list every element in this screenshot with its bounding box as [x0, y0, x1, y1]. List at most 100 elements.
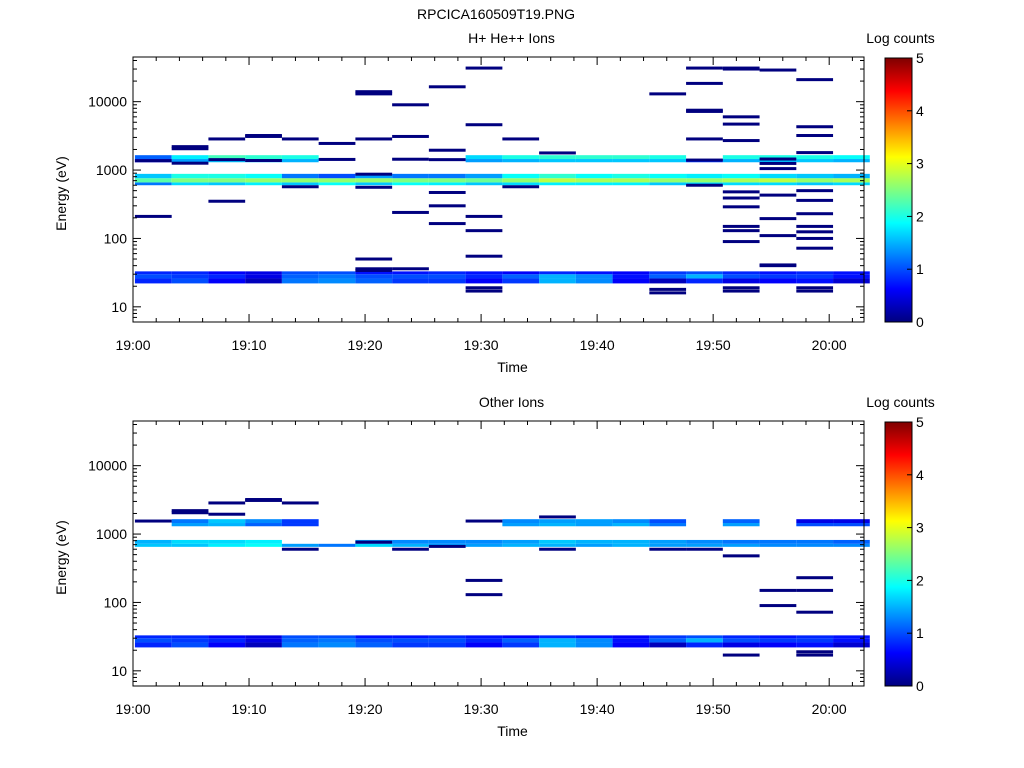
heatmap-cell [134, 155, 172, 160]
heatmap-cell [759, 543, 797, 547]
sparse-count-bin [392, 267, 429, 271]
sparse-count-bin [796, 588, 834, 592]
sparse-count-bin [428, 85, 466, 89]
sparse-count-bin [539, 547, 576, 551]
x-axis-label: Time [497, 359, 528, 375]
sparse-count-bin [171, 509, 209, 513]
colorbar-tick-label: 0 [916, 678, 924, 694]
sparse-count-bin [465, 229, 503, 233]
heatmap-cell [171, 642, 209, 648]
sparse-count-bin [722, 190, 760, 194]
heatmap-cell [134, 178, 172, 183]
heatmap-cell [171, 155, 209, 160]
sparse-count-bin [392, 103, 429, 107]
heatmap-cell [428, 173, 466, 179]
heatmap-cell [759, 178, 797, 183]
sparse-count-bin [465, 123, 503, 127]
heatmap-cell [392, 274, 429, 279]
heatmap-cell [171, 543, 209, 547]
heatmap-cells [134, 498, 870, 657]
heatmap-cell [502, 638, 540, 643]
heatmap-cell [722, 182, 760, 186]
heatmap-cell [796, 638, 834, 643]
heatmap-cell [649, 159, 687, 163]
heatmap-cell [833, 543, 870, 547]
heatmap-cell [208, 539, 246, 544]
sparse-count-bin [281, 137, 319, 141]
sparse-count-bin [428, 204, 466, 208]
heatmap-cell [759, 278, 797, 284]
plot-frame [132, 56, 865, 323]
heatmap-cell [245, 173, 282, 179]
sparse-count-bin [318, 157, 356, 161]
heatmap-cell [281, 155, 319, 160]
sparse-count-bin [245, 158, 282, 162]
x-tick-label: 19:20 [348, 701, 383, 717]
heatmap-cell [796, 182, 834, 186]
colorbar-tick-label: 2 [916, 208, 924, 224]
heatmap-cell [281, 159, 319, 163]
heatmap-cell [392, 278, 429, 284]
sparse-count-bin [722, 554, 760, 558]
heatmap-cell [428, 642, 466, 648]
heatmap-cell [649, 523, 687, 527]
sparse-count-bin [355, 92, 393, 96]
y-axis [133, 59, 864, 323]
heatmap-cell [833, 278, 870, 284]
heatmap-cell [833, 642, 870, 648]
x-axis [132, 57, 853, 322]
heatmap-cell [208, 178, 246, 183]
heatmap-cell [796, 543, 834, 547]
heatmap-cell [428, 182, 466, 186]
heatmap-cell [575, 642, 613, 648]
sparse-count-bin [502, 137, 540, 141]
colorbar-tick-label: 0 [916, 314, 924, 330]
sparse-count-bin [796, 189, 834, 193]
heatmap-cell [465, 278, 503, 284]
heatmap-cell [465, 173, 503, 179]
sparse-count-bin [428, 190, 466, 194]
heatmap-cell [759, 274, 797, 279]
heatmap-cell [465, 539, 503, 544]
heatmap-cell [465, 274, 503, 279]
heatmap-cell [722, 271, 760, 275]
sparse-count-bin [759, 68, 797, 72]
heatmap-cell [796, 523, 834, 527]
heatmap-cell [833, 519, 870, 524]
sparse-count-bin [355, 540, 393, 544]
sparse-count-bin [686, 137, 723, 141]
heatmap-cell [245, 523, 282, 527]
heatmap-cell [134, 271, 172, 275]
heatmap-cell [281, 635, 319, 639]
heatmap-cell [686, 178, 723, 183]
heatmap-cell [465, 635, 503, 639]
sparse-count-bin [649, 287, 687, 291]
heatmap-cell [649, 543, 687, 547]
x-tick-label: 19:50 [696, 701, 731, 717]
sparse-count-bin [686, 158, 723, 162]
heatmap-cell [502, 519, 540, 524]
colorbar-tick-label: 5 [916, 414, 924, 430]
heatmap-cell [612, 638, 650, 643]
x-tick-label: 19:00 [115, 337, 150, 353]
heatmap-cell [575, 271, 613, 275]
heatmap-cell [759, 635, 797, 639]
sparse-count-bin [759, 588, 797, 592]
heatmap-cell [281, 278, 319, 284]
heatmap-cell [649, 173, 687, 179]
heatmap-cell [245, 543, 282, 547]
sparse-count-bin [686, 183, 723, 187]
heatmap-cell [318, 543, 356, 547]
y-tick-label: 100 [104, 230, 128, 246]
sparse-count-bin [208, 158, 246, 162]
heatmap-cell [208, 182, 246, 186]
heatmap-cell [502, 178, 540, 183]
heatmap-cell [171, 519, 209, 524]
plot-frame [132, 420, 865, 687]
heatmap-cell [318, 278, 356, 284]
x-tick-label: 19:20 [348, 337, 383, 353]
heatmap-cell [575, 182, 613, 186]
heatmap-cell [245, 274, 282, 279]
sparse-count-bin [796, 289, 834, 293]
heatmap-cell [722, 638, 760, 643]
